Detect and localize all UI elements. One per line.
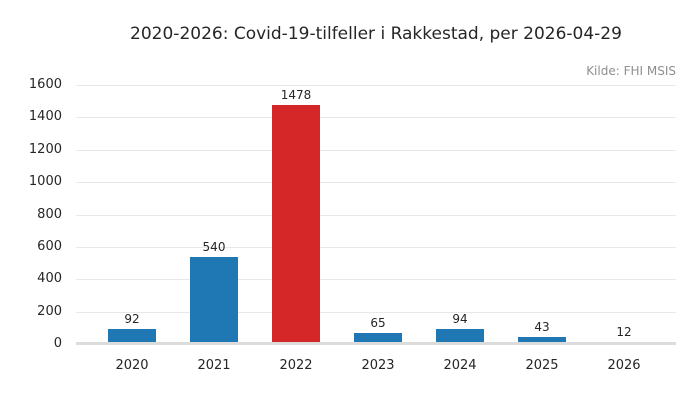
y-axis-tick-label: 800 <box>37 207 62 222</box>
x-axis-tick-label: 2023 <box>361 358 395 373</box>
source-label: Kilde: FHI MSIS <box>586 64 676 78</box>
gridline <box>76 85 676 86</box>
y-axis-tick-label: 1400 <box>28 109 62 124</box>
x-axis-tick-label: 2020 <box>115 358 149 373</box>
bar-2020 <box>108 329 156 344</box>
bar-2021 <box>190 257 238 344</box>
chart-title: 2020-2026: Covid-19-tilfeller i Rakkesta… <box>130 24 622 44</box>
bar-value-label: 43 <box>534 320 550 334</box>
y-axis-tick-label: 1600 <box>28 77 62 92</box>
x-axis-tick-label: 2021 <box>197 358 231 373</box>
gridline <box>76 182 676 183</box>
gridline <box>76 150 676 151</box>
gridline <box>76 279 676 280</box>
bar-2024 <box>436 329 484 344</box>
x-axis-tick-label: 2024 <box>443 358 477 373</box>
bar-value-label: 540 <box>202 240 226 254</box>
bar-value-label: 12 <box>616 325 632 339</box>
bar-2025 <box>518 337 566 344</box>
x-axis-tick-label: 2025 <box>525 358 559 373</box>
y-axis-tick-label: 400 <box>37 271 62 286</box>
bar-value-label: 94 <box>452 312 468 326</box>
y-axis-tick-label: 200 <box>37 304 62 319</box>
gridline <box>76 117 676 118</box>
y-axis-tick-label: 1200 <box>28 142 62 157</box>
bar-2023 <box>354 333 402 344</box>
y-axis-tick-label: 1000 <box>28 174 62 189</box>
bar-2022 <box>272 105 320 344</box>
bar-value-label: 92 <box>124 312 140 326</box>
y-axis-tick-label: 0 <box>53 336 62 351</box>
gridline <box>76 312 676 313</box>
bar-value-label: 65 <box>370 316 386 330</box>
gridline <box>76 247 676 248</box>
bar-value-label: 1478 <box>280 88 312 102</box>
gridline <box>76 215 676 216</box>
x-axis-tick-label: 2022 <box>279 358 313 373</box>
x-axis-tick-label: 2026 <box>607 358 641 373</box>
x-axis-line <box>76 342 676 345</box>
y-axis-tick-label: 600 <box>37 239 62 254</box>
